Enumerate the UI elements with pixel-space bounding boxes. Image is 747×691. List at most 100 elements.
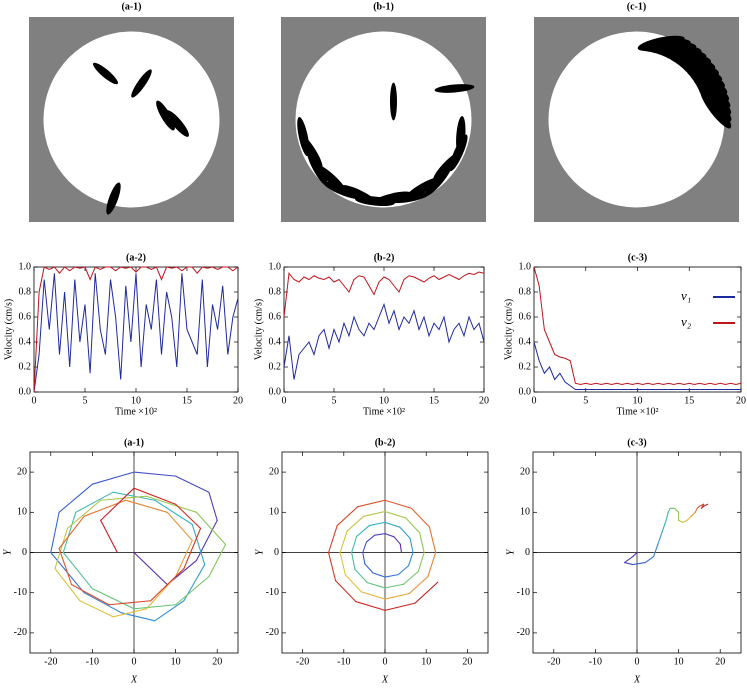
panel-title: (c-3): [627, 437, 646, 448]
arena: [295, 31, 472, 208]
x-tick-label: 0: [383, 656, 388, 667]
trajectory-segment: [191, 523, 206, 566]
panel: (b-2) 0 5 10 15 20 0.0 0.2 0.4 0.6 0.8 1.0 Time ×10²…: [253, 252, 489, 417]
trajectory-segment: [54, 527, 68, 570]
panel: (a-1): [29, 1, 234, 222]
trajectory-segment: [339, 551, 346, 576]
trajectory-segment: [362, 541, 368, 554]
y-axis-label: Velocity (cm/s): [253, 299, 264, 360]
trajectory-segment: [79, 600, 114, 618]
trajectory-segment: [384, 510, 407, 519]
trajectory-segment: [351, 535, 358, 554]
trajectory-segment: [407, 551, 414, 567]
trajectory-segment: [112, 491, 156, 501]
trajectory-segment: [62, 511, 77, 554]
trajectory-segment: [91, 471, 135, 485]
x-tick-label: 20: [233, 395, 243, 406]
trajectory-segment: [175, 475, 210, 493]
x-axis-label: Time ×10²: [617, 406, 659, 417]
x-axis-label: X: [633, 674, 641, 685]
y-tick-label: 0: [22, 547, 27, 558]
y-tick-label: 0.6: [19, 311, 32, 322]
trajectory-segment: [363, 510, 386, 517]
x-tick-label: 20: [479, 395, 489, 406]
x-tick-label: 0: [32, 395, 37, 406]
trajectory-segment: [384, 533, 395, 538]
trajectory-segment: [366, 582, 386, 589]
trajectory-segment: [54, 568, 81, 602]
particle: [92, 62, 119, 85]
legend-label: v₁: [681, 288, 691, 303]
y-tick-label: 0.4: [519, 336, 532, 347]
trajectory-segment: [335, 580, 357, 603]
panel: (c-1): [534, 1, 739, 222]
y-axis-label: Velocity (cm/s): [503, 299, 514, 360]
trajectory-segment: [686, 515, 692, 521]
panel-title: (c-3): [628, 252, 647, 263]
x-axis-label: X: [381, 674, 389, 685]
x-tick-label: 15: [182, 395, 192, 406]
trajectory-segment: [125, 499, 168, 513]
velocity-line: [33, 273, 239, 393]
trajectory-segment: [384, 583, 405, 589]
trajectory-segment: [166, 511, 193, 541]
x-tick-label: 10: [674, 656, 684, 667]
trajectory-segment: [414, 581, 439, 604]
trajectory-segment: [357, 499, 386, 508]
x-tick-label: 20: [736, 395, 746, 406]
trajectory-segment: [145, 495, 197, 513]
trajectory-segment: [100, 487, 135, 521]
trajectory-segment: [183, 527, 202, 570]
panel: (a-1) -20 -10 0 10 20 -20 -10 0 10 20 X Y: [2, 437, 239, 685]
y-axis-label: Y: [254, 548, 265, 555]
y-tick-label: 0.6: [519, 311, 532, 322]
trajectory-segment: [344, 574, 363, 593]
x-tick-label: 5: [332, 395, 337, 406]
x-tick-label: 0: [532, 395, 537, 406]
y-tick-label: -20: [517, 627, 530, 638]
trajectory-segment: [384, 574, 399, 578]
trajectory-segment: [133, 551, 168, 586]
trajectory-segment: [384, 521, 401, 528]
trajectory-segment: [623, 555, 634, 564]
trajectory-segment: [632, 551, 638, 558]
trajectory-segment: [112, 608, 148, 618]
y-tick-label: 10: [17, 507, 27, 518]
trajectory-segment: [384, 592, 410, 600]
trajectory-segment: [336, 506, 359, 527]
y-tick-label: 10: [269, 507, 279, 518]
trajectory-segment: [58, 547, 73, 586]
trajectory-segment: [351, 551, 356, 570]
trajectory-segment: [355, 600, 386, 611]
trajectory-segment: [71, 584, 110, 606]
y-tick-label: 0.2: [269, 361, 282, 372]
y-tick-label: 0.0: [19, 386, 32, 397]
y-tick-label: 10: [520, 507, 530, 518]
x-tick-label: -10: [86, 656, 99, 667]
velocity-line: [283, 302, 485, 380]
panel: (b-1): [281, 1, 486, 222]
y-tick-label: -20: [266, 627, 279, 638]
y-tick-label: 20: [520, 466, 530, 477]
trajectory-segment: [690, 511, 696, 517]
y-tick-label: 0.0: [269, 386, 282, 397]
y-tick-label: -10: [14, 587, 27, 598]
trajectory-segment: [623, 561, 634, 566]
y-tick-label: 0: [274, 547, 279, 558]
velocity-line: [33, 266, 239, 393]
trajectory-segment: [339, 530, 348, 554]
y-tick-label: 20: [17, 466, 27, 477]
trajectory-segment: [62, 551, 93, 590]
particle: [434, 84, 475, 93]
panel-title: (b-1): [373, 1, 394, 12]
panel-title: (b-2): [375, 437, 396, 448]
panel: (c-3) 0 5 10 15 20 0.0 0.2 0.4 0.6 0.8 1.0 Time ×10²…: [503, 252, 746, 417]
trajectory-segment: [678, 519, 684, 523]
particle: [390, 82, 397, 121]
trajectory-segment: [402, 570, 419, 585]
trajectory-segment: [195, 511, 227, 546]
trajectory-segment: [150, 568, 185, 602]
plot-frame: [533, 266, 742, 393]
trajectory-segment: [427, 551, 437, 578]
